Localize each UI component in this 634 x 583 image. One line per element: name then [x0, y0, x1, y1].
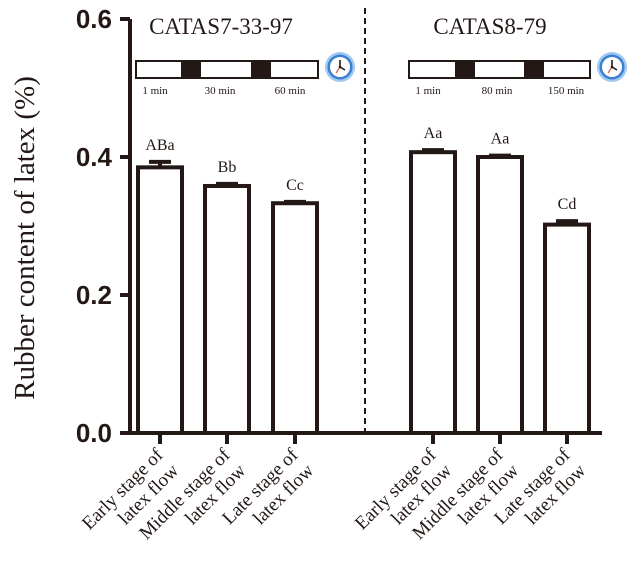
significance-label: Bb	[218, 159, 237, 176]
timeline-1-label-mid: 30 min	[205, 85, 236, 97]
clock-icon	[597, 52, 627, 82]
bar	[543, 222, 591, 435]
y-tick-label: 0.6	[76, 4, 112, 34]
y-axis-label: Rubber content of latex (%)	[9, 76, 41, 400]
y-ticks: 0.0 0.2 0.4 0.6	[76, 4, 130, 448]
bar	[136, 165, 184, 435]
y-tick-label: 0.4	[76, 142, 113, 172]
bar	[271, 201, 319, 435]
timeline-2-label-mid: 80 min	[482, 85, 513, 97]
timeline-2: 1 min 80 min 150 min	[408, 60, 591, 97]
bars: ABa Bb Cc Aa Aa Cd	[136, 125, 591, 435]
group-title-1: CATAS7-33-97	[149, 14, 293, 39]
timeline-1-label-end: 60 min	[275, 85, 306, 97]
bar	[203, 183, 251, 435]
significance-label: Aa	[491, 131, 510, 148]
group-title-2: CATAS8-79	[433, 14, 546, 39]
significance-label: Cd	[558, 196, 577, 213]
significance-label: Aa	[424, 125, 443, 142]
bar	[476, 155, 524, 435]
timeline-2-label-start: 1 min	[415, 85, 441, 97]
timeline-1: 1 min 30 min 60 min	[135, 60, 319, 97]
timeline-2-label-end: 150 min	[548, 85, 585, 97]
significance-label: ABa	[145, 137, 174, 154]
y-tick-label: 0.2	[76, 280, 112, 310]
clock-icon	[325, 52, 355, 82]
bar	[409, 150, 457, 435]
timeline-1-label-start: 1 min	[142, 85, 168, 97]
y-tick-label: 0.0	[76, 418, 112, 448]
significance-label: Cc	[286, 177, 304, 194]
